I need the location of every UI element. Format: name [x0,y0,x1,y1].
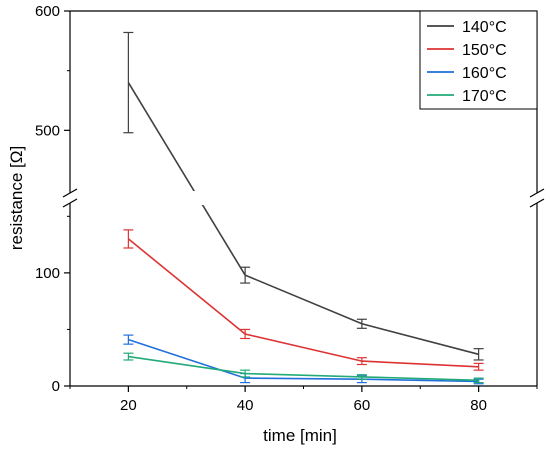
axes: 20 40 60 80 0 100 500 600 [35,3,545,414]
legend: 140°C 150°C 160°C 170°C [419,10,538,110]
axis-break-gap [62,191,545,205]
legend-label: 150°C [462,42,507,59]
y-axis-title: resistance [Ω] [7,146,26,250]
series-line-2 [128,338,479,383]
axis-break-mark [529,198,545,208]
plot-area [62,31,545,385]
x-tick-label: 80 [470,397,487,414]
y-tick-label: 600 [35,3,60,20]
x-tick-label: 60 [354,397,371,414]
series-line-0 [127,82,479,356]
series-line-1 [127,238,479,368]
axis-break-mark [529,188,545,198]
series-line-3 [128,355,479,382]
legend-box [419,10,538,110]
legend-label: 160°C [462,65,507,82]
axis-break-mark [62,198,78,208]
x-tick-label: 40 [237,397,254,414]
x-tick-label: 20 [120,397,137,414]
y-tick-label: 100 [35,265,60,282]
legend-label: 140°C [462,19,507,36]
y-tick-label: 500 [35,122,60,139]
legend-label: 170°C [462,88,507,105]
axis-break-mark [62,188,78,198]
y-tick-label: 0 [52,378,60,395]
x-axis-title: time [min] [263,426,337,445]
